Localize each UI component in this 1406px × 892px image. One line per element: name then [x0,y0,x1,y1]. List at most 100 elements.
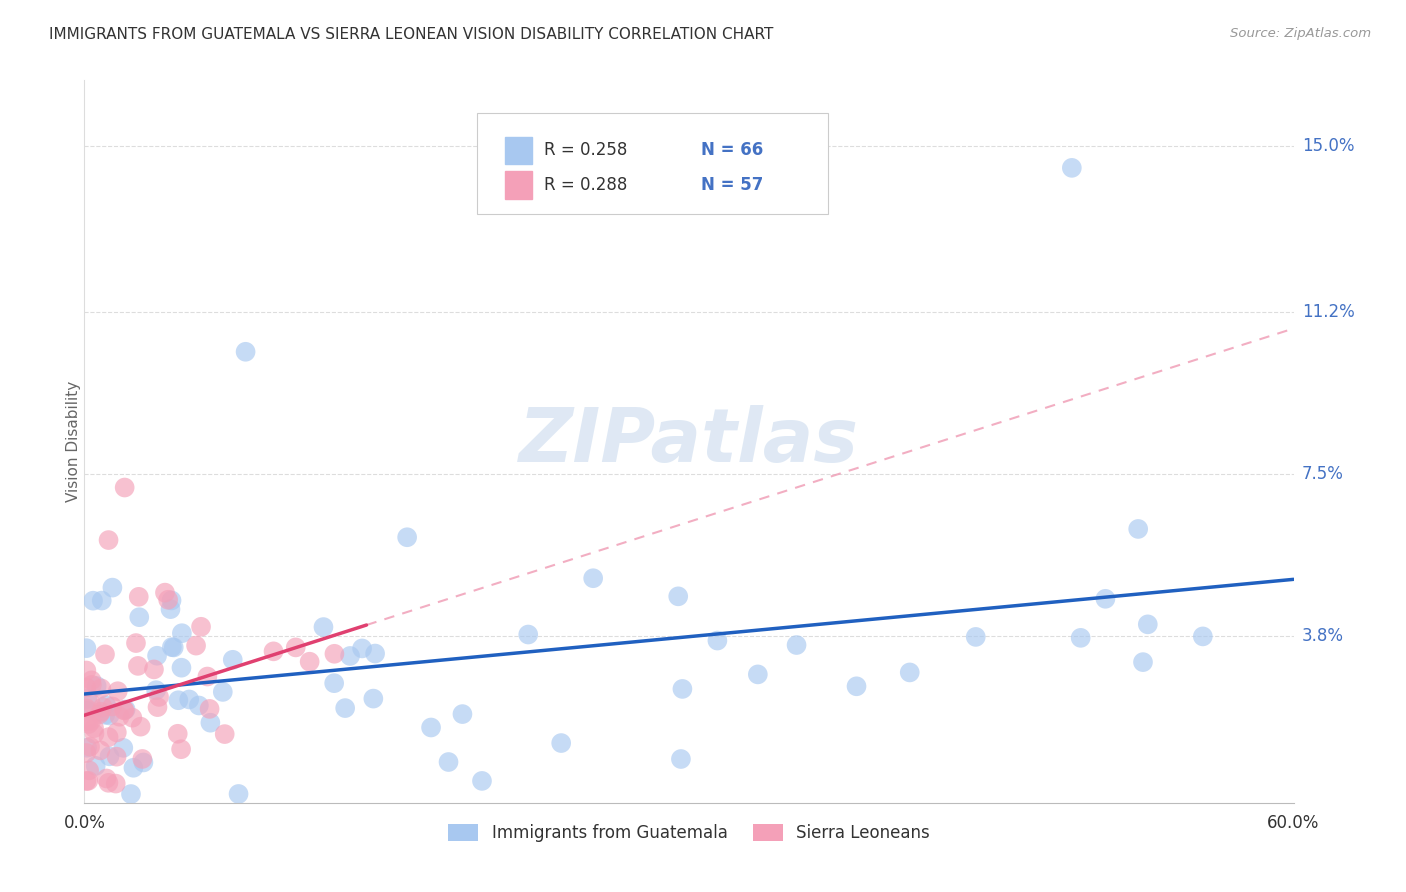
Bar [505,171,531,199]
Point [263,644,285,658]
Point [333,701,356,715]
Point [114,703,136,717]
Point [90,681,112,696]
Point [131,752,153,766]
Point [550,736,572,750]
Point [90,593,112,607]
Point [77,717,100,731]
Point [96,698,118,713]
Text: Source: ZipAtlas.com: Source: ZipAtlas.com [1230,27,1371,40]
Point [86,679,108,693]
Point [1094,591,1116,606]
Point [129,720,152,734]
Point [146,648,169,663]
Point [77,764,100,778]
Point [121,711,143,725]
Point [323,676,346,690]
Point [89,707,111,722]
Point [112,703,135,717]
Point [170,742,193,756]
Point [127,659,149,673]
Point [94,648,117,662]
Point [170,661,193,675]
Point [80,673,103,688]
Text: 11.2%: 11.2% [1302,303,1354,321]
Point [91,700,114,714]
Text: R = 0.258: R = 0.258 [544,141,627,160]
Point [76,704,98,718]
Point [105,749,128,764]
Point [437,755,460,769]
Point [80,714,103,728]
Point [153,585,176,599]
Point [339,648,361,663]
Point [228,787,250,801]
Point [80,678,103,692]
Point [146,700,169,714]
Point [98,708,121,723]
Point [198,702,221,716]
Point [79,696,101,710]
Legend: Immigrants from Guatemala, Sierra Leoneans: Immigrants from Guatemala, Sierra Leonea… [441,817,936,848]
Point [298,655,321,669]
Bar [505,136,531,164]
Point [128,590,150,604]
Point [159,602,181,616]
Point [101,699,124,714]
Text: IMMIGRANTS FROM GUATEMALA VS SIERRA LEONEAN VISION DISABILITY CORRELATION CHART: IMMIGRANTS FROM GUATEMALA VS SIERRA LEON… [49,27,773,42]
Point [82,593,104,607]
Point [845,679,868,693]
Point [451,707,474,722]
Point [170,626,193,640]
Point [107,684,129,698]
Point [235,344,257,359]
Y-axis label: Vision Disability: Vision Disability [66,381,80,502]
Point [75,701,97,715]
Point [364,647,387,661]
Point [1136,617,1159,632]
Point [190,620,212,634]
Point [157,592,180,607]
Point [83,727,105,741]
Point [97,776,120,790]
Point [122,761,145,775]
Point [148,690,170,704]
Point [105,725,128,739]
Point [1060,161,1083,175]
Point [112,740,135,755]
Point [898,665,921,680]
Point [200,715,222,730]
Point [1192,629,1215,643]
Point [75,664,97,678]
Point [166,727,188,741]
Point [786,638,808,652]
Point [75,641,97,656]
Point [312,620,335,634]
Point [76,740,98,755]
Point [167,693,190,707]
Point [747,667,769,681]
Point [187,698,209,713]
Point [97,730,120,744]
Point [706,633,728,648]
Point [145,683,167,698]
Point [517,627,540,641]
Point [363,691,385,706]
Point [671,681,693,696]
Point [94,707,117,722]
Text: 15.0%: 15.0% [1302,137,1354,155]
Point [211,685,233,699]
Point [75,681,97,695]
Point [108,710,131,724]
Point [76,692,98,706]
Point [669,752,692,766]
Point [75,746,97,760]
Point [284,640,307,655]
Point [75,714,97,729]
Point [396,530,419,544]
Point [1070,631,1092,645]
Point [352,641,374,656]
Point [160,640,183,654]
Text: N = 66: N = 66 [702,141,763,160]
Point [114,481,136,495]
